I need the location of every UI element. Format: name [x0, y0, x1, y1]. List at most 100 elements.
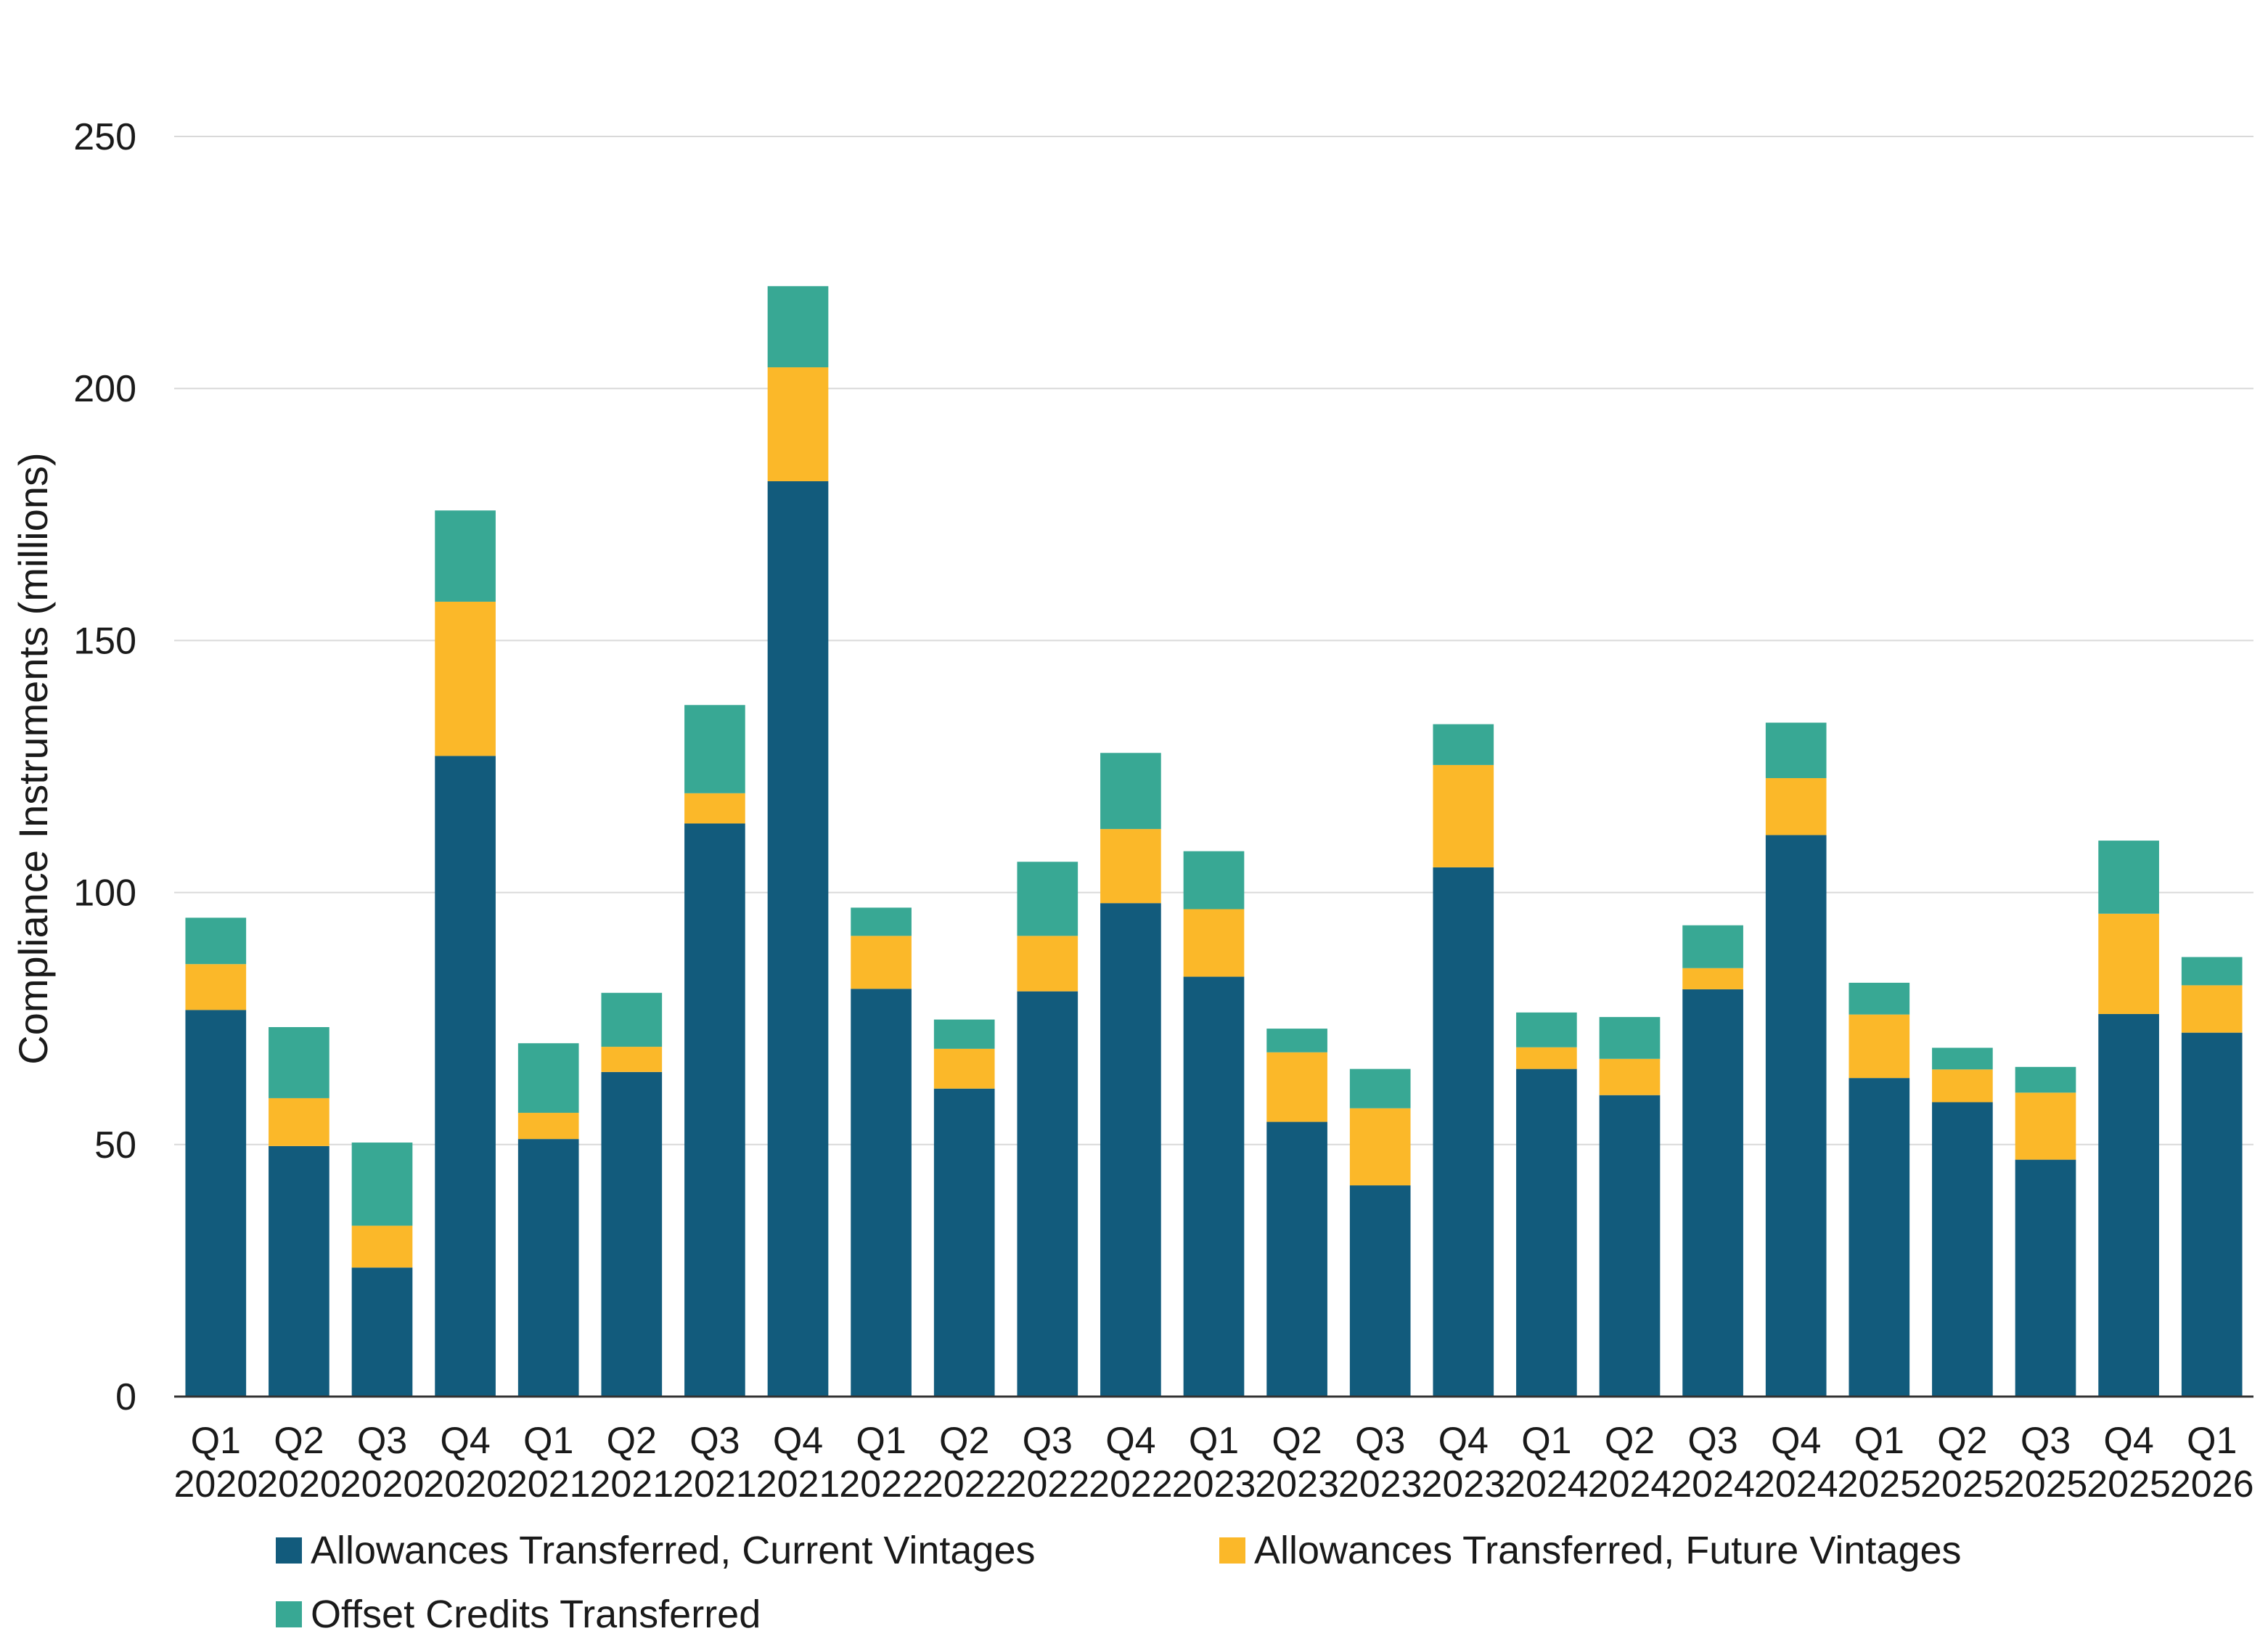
bar-segment-series-1: [1932, 1069, 1993, 1103]
bar-segment-series-1: [2015, 1092, 2076, 1160]
bar-segment-series-0: [601, 1071, 663, 1397]
bar-segment-series-2: [2098, 841, 2159, 914]
legend-swatch: [276, 1537, 302, 1564]
x-tick-label: Q2 2022: [922, 1420, 1007, 1505]
legend: Allowances Transferred, Current Vintages…: [276, 1528, 2235, 1637]
bar-segment-series-1: [1682, 968, 1743, 989]
bar-segment-series-2: [1017, 862, 1078, 936]
bar-segment-series-0: [1266, 1121, 1327, 1397]
legend-item: Allowances Transferred, Current Vintages: [276, 1528, 1219, 1573]
bar-segment-series-0: [1433, 867, 1494, 1397]
bar-segment-series-2: [2015, 1066, 2076, 1093]
bar-segment-series-1: [933, 1048, 995, 1089]
y-tick-label: 50: [94, 1124, 136, 1166]
bar-segment-series-2: [1433, 724, 1494, 765]
bar-segment-series-0: [517, 1139, 579, 1397]
bar-segment-series-0: [1682, 989, 1743, 1397]
bar-segment-series-0: [1017, 991, 1078, 1397]
bar-segment-series-1: [1017, 936, 1078, 992]
x-tick-label: Q1 2026: [2170, 1420, 2254, 1505]
bar-segment-series-1: [684, 793, 745, 824]
legend-label: Allowances Transferred, Future Vintages: [1254, 1529, 1962, 1572]
y-tick-label: 200: [73, 368, 136, 410]
bar-segment-series-0: [1183, 976, 1245, 1397]
x-tick-label: Q3 2024: [1671, 1420, 1755, 1505]
bar-segment-series-0: [185, 1010, 247, 1397]
bar-segment-series-1: [1765, 777, 1827, 835]
bar-segment-series-2: [933, 1019, 995, 1049]
bar-segment-series-0: [2098, 1013, 2159, 1397]
x-tick-label: Q3 2023: [1338, 1420, 1422, 1505]
bar-segment-series-0: [1932, 1102, 1993, 1397]
x-tick-label: Q4 2022: [1089, 1420, 1173, 1505]
bar-segment-series-0: [2181, 1032, 2243, 1397]
bar-segment-series-1: [185, 964, 247, 1010]
bar-segment-series-1: [1599, 1058, 1661, 1095]
bar-segment-series-1: [1849, 1014, 1910, 1079]
bar-segment-series-2: [2181, 957, 2243, 986]
bar-segment-series-1: [2181, 985, 2243, 1033]
bar-segment-series-1: [1100, 829, 1161, 904]
bar-segment-series-0: [933, 1088, 995, 1397]
y-tick-label: 0: [115, 1376, 136, 1418]
x-tick-label: Q2 2023: [1255, 1420, 1339, 1505]
x-tick-label: Q2 2024: [1588, 1420, 1672, 1505]
bar-segment-series-2: [767, 286, 829, 368]
x-tick-label: Q2 2025: [1920, 1420, 2005, 1505]
x-tick-label: Q3 2021: [673, 1420, 757, 1505]
bar-segment-series-0: [684, 823, 745, 1397]
x-tick-label: Q3 2022: [1005, 1420, 1089, 1505]
bar-segment-series-2: [1349, 1068, 1411, 1108]
bar-segment-series-1: [1266, 1052, 1327, 1122]
bar-segment-series-1: [1516, 1047, 1577, 1069]
bar-segment-series-0: [767, 481, 829, 1397]
bar-segment-series-1: [435, 601, 496, 756]
y-tick-label: 100: [73, 872, 136, 915]
x-tick-label: Q1 2023: [1172, 1420, 1256, 1505]
bar-segment-series-0: [1849, 1078, 1910, 1397]
bar-segment-series-1: [1183, 909, 1245, 977]
x-tick-label: Q1 2025: [1837, 1420, 1921, 1505]
y-tick-label: 250: [73, 116, 136, 158]
bar-segment-series-2: [1765, 722, 1827, 778]
bar-segment-series-2: [269, 1027, 329, 1098]
bar-segment-series-0: [1765, 835, 1827, 1397]
bar-segment-series-2: [517, 1043, 579, 1113]
bar-segment-series-1: [851, 936, 912, 989]
bar-segment-series-0: [351, 1267, 413, 1397]
bar-segment-series-1: [1349, 1108, 1411, 1186]
bar-segment-series-0: [851, 989, 912, 1397]
bar-segment-series-2: [1682, 925, 1743, 968]
legend-label: Allowances Transferred, Current Vintages: [311, 1529, 1036, 1572]
x-tick-label: Q4 2023: [1421, 1420, 1505, 1505]
bar-segment-series-2: [684, 705, 745, 793]
bar-segment-series-2: [1516, 1012, 1577, 1047]
bar-segment-series-2: [185, 918, 247, 965]
y-axis-title: Compliance Instruments (millions): [10, 452, 56, 1064]
x-tick-label: Q4 2020: [423, 1420, 507, 1505]
bar-segment-series-2: [1849, 982, 1910, 1015]
x-tick-label: Q2 2021: [589, 1420, 674, 1505]
bar-segment-series-0: [435, 756, 496, 1397]
bar-segment-series-1: [351, 1225, 413, 1268]
bar-segment-series-1: [2098, 913, 2159, 1014]
x-tick-label: Q4 2024: [1754, 1420, 1838, 1505]
legend-label: Offset Credits Transferred: [311, 1593, 761, 1636]
legend-item: Allowances Transferred, Future Vintages: [1219, 1528, 2163, 1573]
x-tick-label: Q2 2020: [257, 1420, 341, 1505]
bar-segment-series-2: [1932, 1047, 1993, 1070]
bar-segment-series-2: [351, 1143, 413, 1226]
bar-segment-series-0: [1349, 1185, 1411, 1397]
bars: [185, 286, 2243, 1397]
bar-segment-series-2: [1183, 851, 1245, 910]
x-tick-label: Q1 2022: [839, 1420, 923, 1505]
bar-segment-series-1: [517, 1113, 579, 1140]
x-tick-label: Q1 2020: [173, 1420, 258, 1505]
bar-segment-series-0: [1100, 903, 1161, 1397]
bar-segment-series-1: [269, 1098, 329, 1146]
legend-item: Offset Credits Transferred: [276, 1592, 1219, 1637]
bar-segment-series-2: [601, 992, 663, 1047]
x-tick-label: Q4 2021: [756, 1420, 840, 1505]
